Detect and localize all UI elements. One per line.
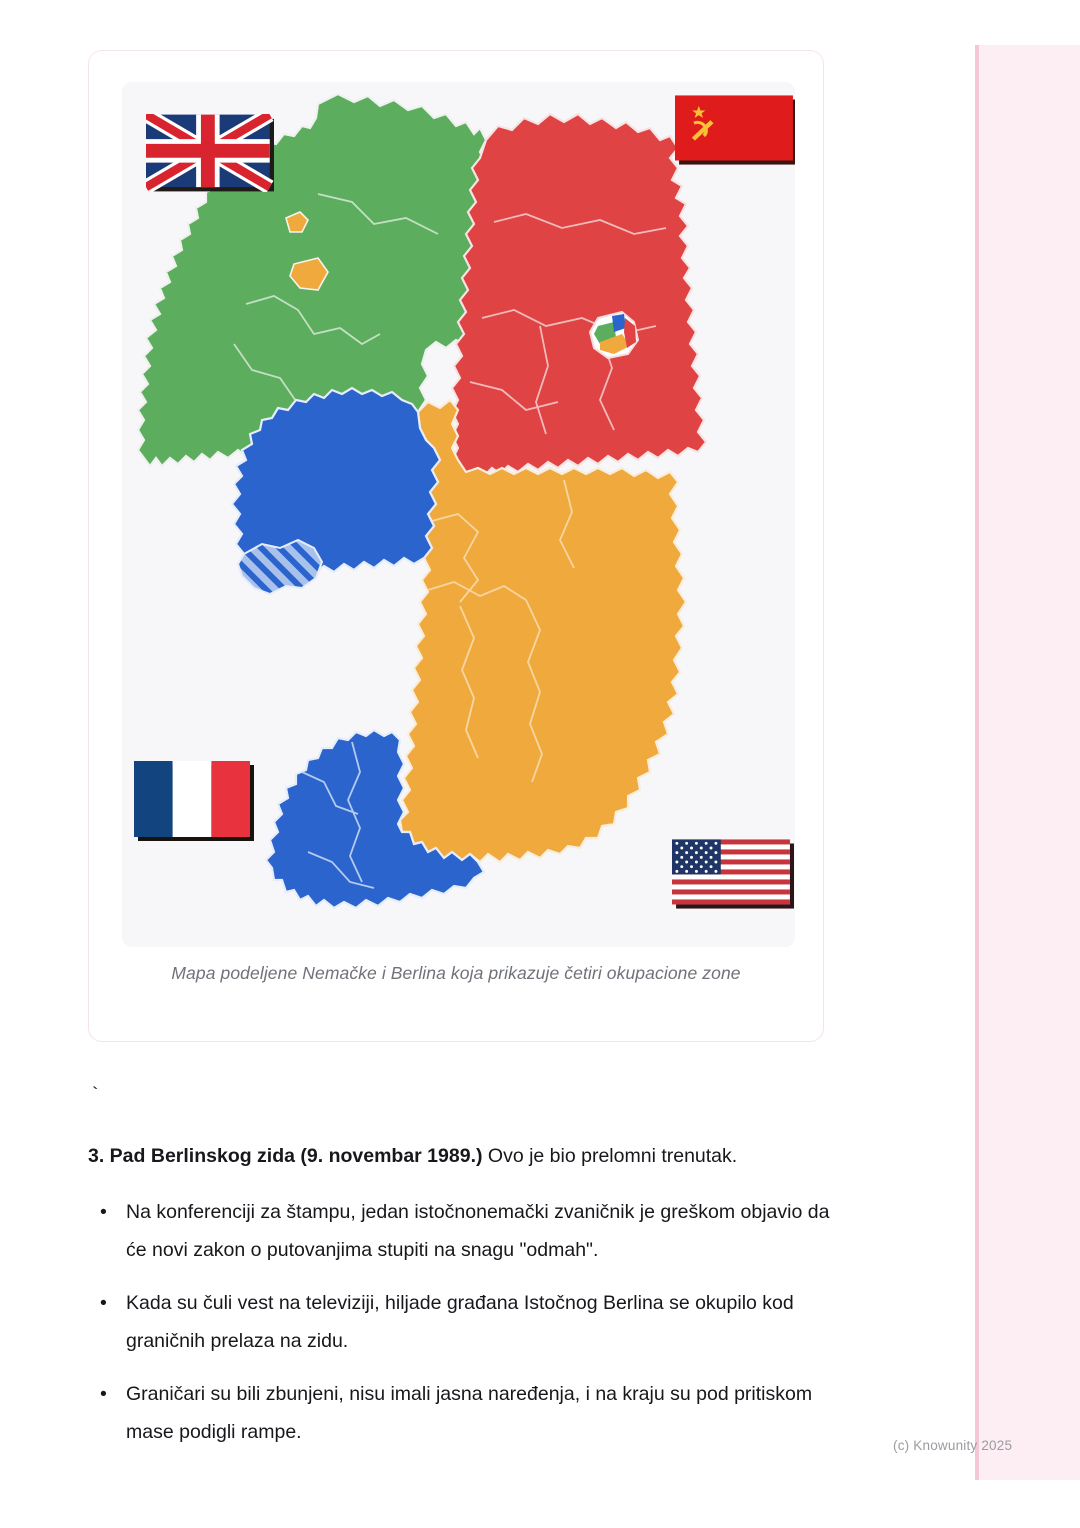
- right-accent-strip: [975, 45, 1080, 1480]
- berlin-soviet-sector: [624, 318, 636, 348]
- copyright-watermark: (c) Knowunity 2025: [893, 1438, 1013, 1453]
- bullet-list: • Na konferenciji za štampu, jedan istoč…: [88, 1193, 848, 1451]
- united-kingdom-flag: [146, 114, 274, 192]
- france-flag: [134, 761, 254, 841]
- article-body: 3. Pad Berlinskog zida (9. novembar 1989…: [88, 1141, 848, 1466]
- british-zone-internal-borders: [233, 193, 439, 405]
- bullet-icon: •: [100, 1201, 107, 1223]
- saarland-hatched-area: [236, 538, 324, 596]
- list-item-text: Graničari su bili zbunjeni, nisu imali j…: [126, 1383, 813, 1443]
- list-item-text: Na konferenciji za štampu, jedan istočno…: [126, 1201, 830, 1261]
- zone-soviet: [450, 112, 708, 480]
- bremerhaven-enclave: [285, 211, 309, 233]
- list-item-text: Kada su čuli vest na televiziji, hiljade…: [126, 1292, 794, 1352]
- section-heading-paragraph: 3. Pad Berlinskog zida (9. novembar 1989…: [88, 1141, 848, 1171]
- bullet-icon: •: [100, 1292, 107, 1314]
- list-item: • Kada su čuli vest na televiziji, hilja…: [88, 1284, 848, 1360]
- section-heading-rest: Ovo je bio prelomni trenutak.: [482, 1145, 738, 1167]
- berlin-french-sector: [612, 314, 626, 332]
- map-frame: [122, 82, 795, 947]
- map-image-card: Mapa podeljene Nemačke i Berlina koja pr…: [88, 50, 824, 1042]
- united-states-flag: [672, 839, 794, 909]
- soviet-zone-internal-borders: [469, 213, 667, 435]
- section-heading-bold: 3. Pad Berlinskog zida (9. novembar 1989…: [88, 1145, 483, 1167]
- bremen-enclave: [289, 257, 329, 291]
- stray-backtick-marker: `: [89, 1085, 102, 1108]
- french-zone-internal-borders: [301, 741, 375, 889]
- list-item: • Na konferenciji za štampu, jedan istoč…: [88, 1193, 848, 1269]
- list-item: • Graničari su bili zbunjeni, nisu imali…: [88, 1375, 848, 1451]
- zone-american: [398, 398, 688, 864]
- zone-french: [230, 386, 486, 910]
- map-caption: Mapa podeljene Nemačke i Berlina koja pr…: [171, 963, 741, 983]
- soviet-union-flag: [675, 95, 795, 165]
- berlin-american-sector: [600, 334, 630, 354]
- american-zone-internal-borders: [427, 479, 575, 783]
- berlin-sectors: [588, 310, 640, 360]
- bullet-icon: •: [100, 1383, 107, 1405]
